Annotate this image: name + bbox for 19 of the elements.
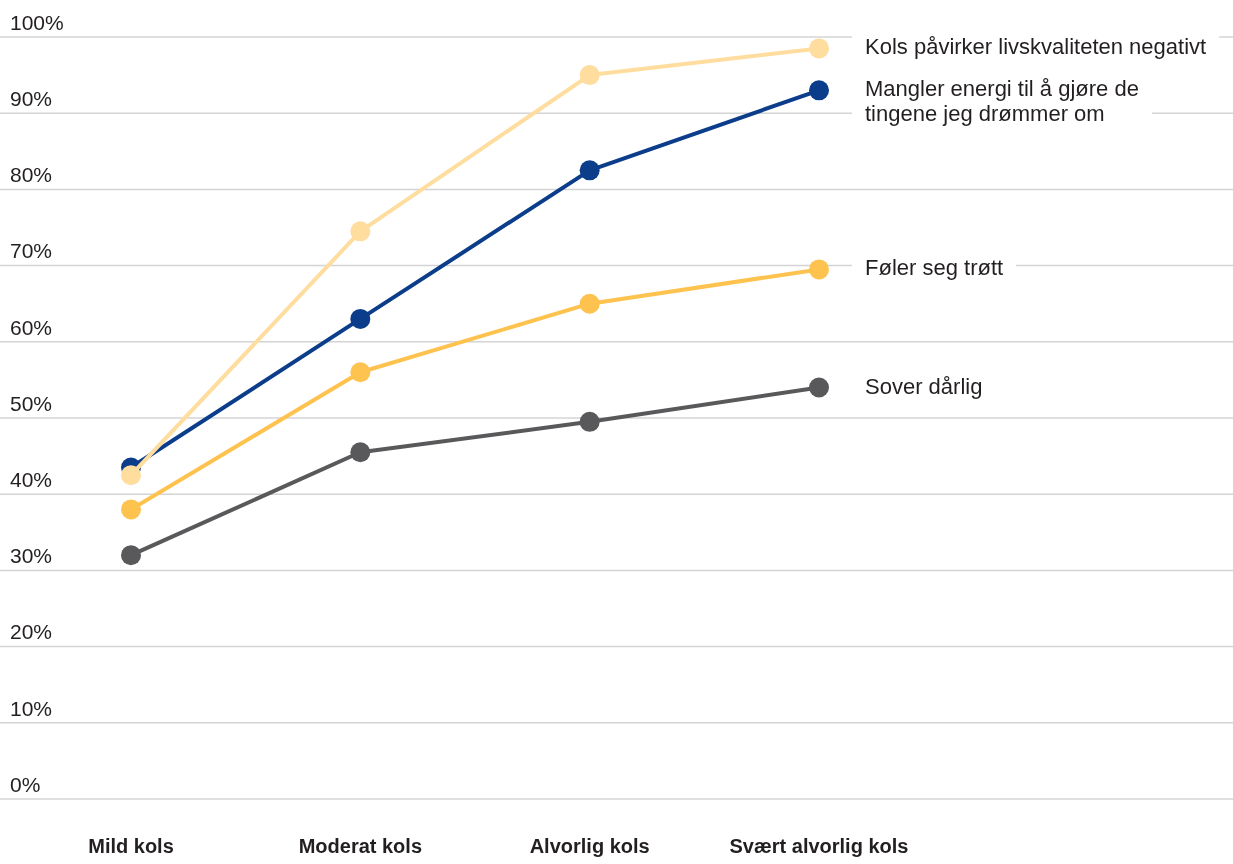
y-tick-label: 20%: [10, 620, 53, 644]
x-tick-label: Moderat kols: [298, 834, 423, 857]
y-tick-label: 80%: [10, 163, 53, 187]
y-tick-label: 40%: [10, 468, 53, 491]
x-tick-label: Svært alvorlig kols: [729, 834, 909, 857]
series-label: Føler seg trøtt: [865, 255, 1004, 281]
series-label: Sover dårlig: [865, 373, 983, 399]
y-tick-label: 30%: [10, 544, 53, 568]
series-label: Kols påvirker livskvaliteten negativt: [865, 34, 1207, 60]
y-tick-label: 60%: [10, 315, 53, 339]
x-tick-label: Alvorlig kols: [529, 834, 650, 857]
y-tick-label: 50%: [10, 391, 53, 415]
y-tick-label: 70%: [10, 239, 53, 263]
x-tick-label: Mild kols: [88, 834, 174, 857]
y-tick-label: 90%: [10, 87, 53, 110]
y-tick-label: 10%: [10, 696, 53, 720]
y-tick-label: 0%: [10, 772, 41, 796]
y-tick-label: 100%: [10, 10, 64, 34]
series-label: Mangler energi til å gjøre de tingene jeg drømmer om: [865, 76, 1139, 127]
